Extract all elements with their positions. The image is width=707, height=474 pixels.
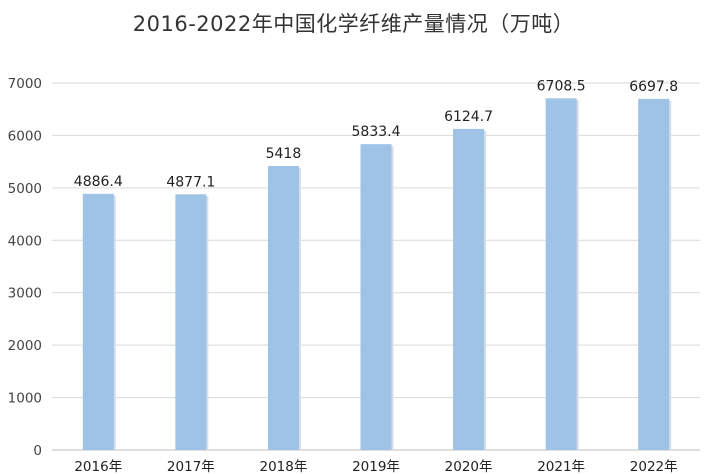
bar	[82, 193, 114, 450]
x-tick-label: 2016年	[74, 459, 122, 474]
data-label: 6124.7	[444, 109, 493, 125]
y-tick-label: 4000	[8, 233, 42, 249]
chart-title: 2016-2022年中国化学纤维产量情况（万吨）	[132, 12, 575, 36]
y-tick-label: 6000	[8, 128, 42, 144]
data-label: 5418	[266, 146, 302, 162]
data-label: 6708.5	[537, 78, 586, 94]
bar	[267, 165, 299, 450]
y-axis: 0 1000 2000 3000 4000 5000 6000 7000	[8, 76, 42, 459]
x-tick-label: 2021年	[537, 459, 585, 474]
bar	[638, 98, 670, 450]
data-label: 5833.4	[352, 124, 401, 140]
x-tick-label: 2019年	[352, 459, 400, 474]
bar	[175, 194, 207, 450]
x-tick-label: 2020年	[445, 459, 493, 474]
y-tick-label: 5000	[8, 181, 42, 197]
data-label: 4877.1	[166, 174, 215, 190]
x-tick-label: 2022年	[630, 459, 678, 474]
y-tick-label: 1000	[8, 391, 42, 407]
data-label: 4886.4	[74, 174, 123, 190]
y-tick-label: 7000	[8, 76, 42, 92]
data-labels: 4886.4 4877.1 5418 5833.4 6124.7 6708.5 6697.8	[74, 78, 678, 190]
bar	[360, 144, 392, 450]
y-tick-label: 2000	[8, 338, 42, 354]
y-tick-label: 3000	[8, 286, 42, 302]
y-tick-label: 0	[33, 443, 42, 459]
bar	[545, 98, 577, 450]
x-tick-label: 2018年	[259, 459, 307, 474]
x-tick-label: 2017年	[167, 459, 215, 474]
bar	[453, 128, 485, 450]
bars	[82, 98, 672, 450]
x-axis: 2016年 2017年 2018年 2019年 2020年 2021年 2022年	[74, 459, 677, 474]
data-label: 6697.8	[629, 79, 678, 95]
